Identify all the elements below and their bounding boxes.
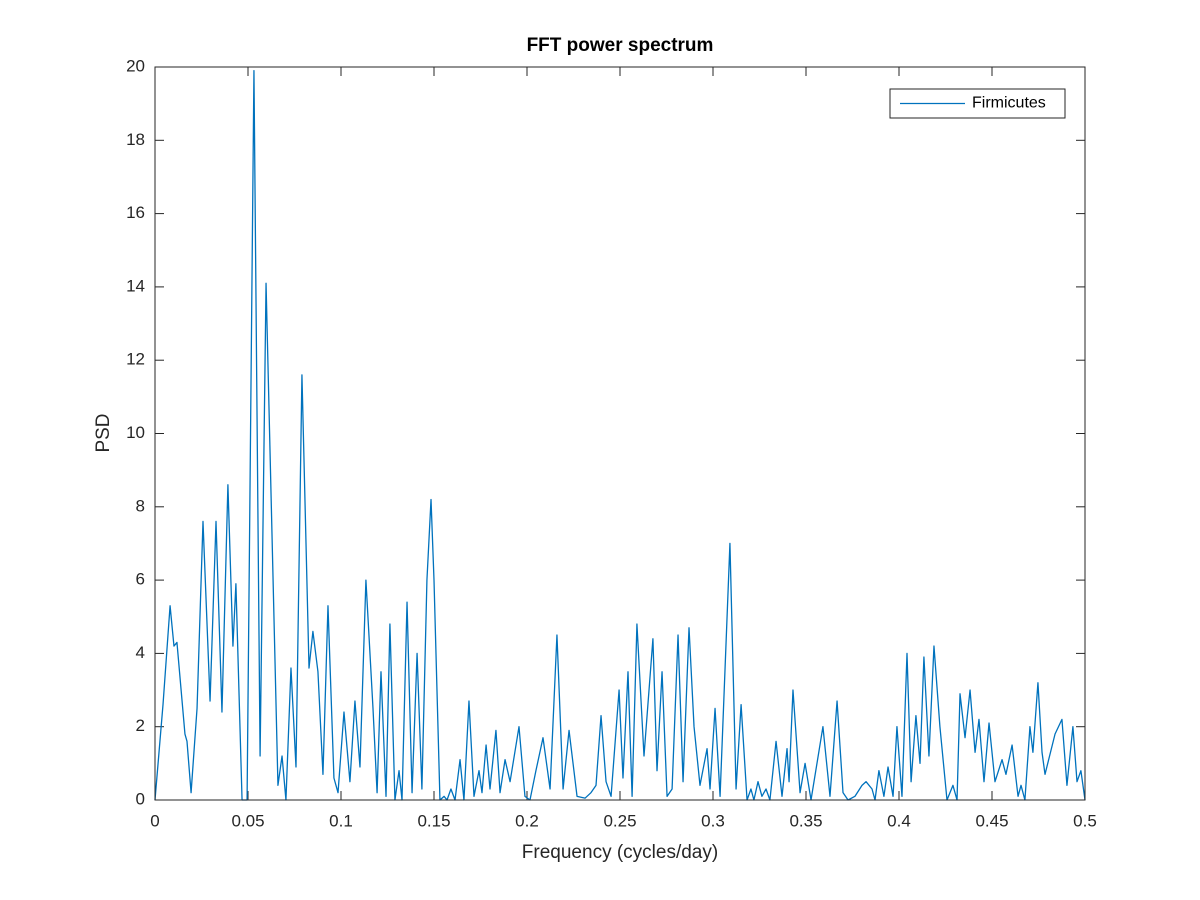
y-tick-label: 14 [126, 276, 145, 295]
axes-box [154, 66, 1086, 801]
y-tick-label: 18 [126, 130, 145, 149]
y-tick-label: 0 [136, 789, 145, 808]
x-tick-label: 0.45 [975, 811, 1008, 830]
y-tick-label: 10 [126, 423, 145, 442]
y-tick-label: 8 [136, 496, 145, 515]
y-tick-label: 2 [136, 716, 145, 735]
y-tick-label: 16 [126, 203, 145, 222]
y-tick-label: 20 [126, 56, 145, 75]
y-tick-label: 6 [136, 570, 145, 589]
y-tick-label: 12 [126, 350, 145, 369]
chart-title: FFT power spectrum [527, 35, 714, 56]
x-tick-label: 0.15 [417, 811, 450, 830]
x-tick-label: 0.1 [329, 811, 353, 830]
y-tick-label: 4 [136, 643, 145, 662]
x-axis-label: Frequency (cycles/day) [522, 842, 718, 863]
x-tick-label: 0 [150, 811, 159, 830]
y-axis-label: PSD [93, 413, 114, 452]
x-tick-label: 0.3 [701, 811, 725, 830]
x-tick-label: 0.05 [231, 811, 264, 830]
x-tick-label: 0.35 [789, 811, 822, 830]
series-line [154, 70, 1086, 801]
x-tick-label: 0.4 [887, 811, 911, 830]
x-tick-label: 0.5 [1073, 811, 1097, 830]
legend-label: Firmicutes [972, 95, 1046, 112]
x-tick-label: 0.25 [603, 811, 636, 830]
x-tick-label: 0.2 [515, 811, 539, 830]
